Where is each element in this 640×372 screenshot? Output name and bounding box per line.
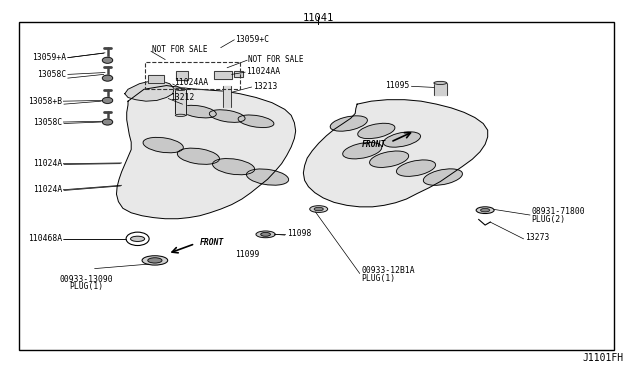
Text: FRONT: FRONT xyxy=(362,140,387,149)
Ellipse shape xyxy=(131,236,145,241)
Ellipse shape xyxy=(177,148,220,164)
Text: 13059+C: 13059+C xyxy=(236,35,269,44)
Bar xyxy=(234,71,243,77)
Ellipse shape xyxy=(180,105,216,118)
Ellipse shape xyxy=(310,206,328,212)
Text: 11024A: 11024A xyxy=(33,159,62,168)
Text: NOT FOR SALE: NOT FOR SALE xyxy=(248,55,304,64)
Bar xyxy=(234,71,243,77)
Text: NOT FOR SALE: NOT FOR SALE xyxy=(152,45,208,54)
Polygon shape xyxy=(116,86,296,219)
Text: 00933-12B1A: 00933-12B1A xyxy=(362,266,415,275)
Text: 13213: 13213 xyxy=(253,82,277,91)
Text: FRONT: FRONT xyxy=(200,238,224,247)
Text: PLUG(1): PLUG(1) xyxy=(362,275,396,283)
Ellipse shape xyxy=(246,169,289,185)
Text: 11041: 11041 xyxy=(303,13,333,23)
Polygon shape xyxy=(125,81,174,101)
Bar xyxy=(148,75,164,83)
Bar xyxy=(214,71,232,79)
Text: 13058+B: 13058+B xyxy=(28,97,62,106)
Text: 11099: 11099 xyxy=(236,250,260,259)
Ellipse shape xyxy=(212,158,255,175)
Polygon shape xyxy=(434,83,447,95)
Polygon shape xyxy=(223,86,231,107)
Ellipse shape xyxy=(261,232,270,236)
Text: 11024AA: 11024AA xyxy=(246,67,280,76)
Circle shape xyxy=(102,119,113,125)
Text: PLUG(1): PLUG(1) xyxy=(69,282,104,291)
Ellipse shape xyxy=(209,110,245,122)
Bar xyxy=(19,22,614,350)
Ellipse shape xyxy=(481,208,490,212)
Ellipse shape xyxy=(256,231,275,238)
Text: 110468A: 110468A xyxy=(28,234,62,243)
Text: 00933-13090: 00933-13090 xyxy=(60,275,113,283)
Polygon shape xyxy=(175,89,186,115)
Text: 11024A: 11024A xyxy=(33,185,62,194)
Text: J1101FH: J1101FH xyxy=(583,353,624,363)
Bar xyxy=(176,71,188,80)
Ellipse shape xyxy=(143,137,183,153)
Ellipse shape xyxy=(314,208,323,211)
Text: PLUG(2): PLUG(2) xyxy=(531,215,565,224)
Text: 11024AA: 11024AA xyxy=(174,78,208,87)
Ellipse shape xyxy=(175,114,186,116)
Bar xyxy=(214,71,232,79)
Circle shape xyxy=(102,57,113,63)
Ellipse shape xyxy=(148,258,162,263)
Bar xyxy=(176,71,188,80)
Polygon shape xyxy=(303,100,488,207)
Ellipse shape xyxy=(238,115,274,128)
Ellipse shape xyxy=(330,116,367,131)
Ellipse shape xyxy=(358,123,395,139)
Bar xyxy=(148,75,164,83)
Ellipse shape xyxy=(383,132,420,147)
Text: 11095: 11095 xyxy=(385,81,410,90)
Ellipse shape xyxy=(423,169,463,185)
Text: 13058C: 13058C xyxy=(33,118,62,126)
Ellipse shape xyxy=(476,207,494,214)
Text: 13212: 13212 xyxy=(170,93,194,102)
Ellipse shape xyxy=(342,142,382,159)
Ellipse shape xyxy=(175,88,186,90)
Text: 13058C: 13058C xyxy=(37,70,67,79)
Text: 11098: 11098 xyxy=(287,229,311,238)
Text: 08931-71800: 08931-71800 xyxy=(531,207,585,216)
Ellipse shape xyxy=(434,81,447,84)
Text: 13273: 13273 xyxy=(525,233,549,242)
Ellipse shape xyxy=(396,160,436,176)
Text: 13059+A: 13059+A xyxy=(33,53,67,62)
Circle shape xyxy=(102,75,113,81)
Ellipse shape xyxy=(142,256,168,265)
Circle shape xyxy=(102,97,113,103)
Ellipse shape xyxy=(369,151,409,167)
